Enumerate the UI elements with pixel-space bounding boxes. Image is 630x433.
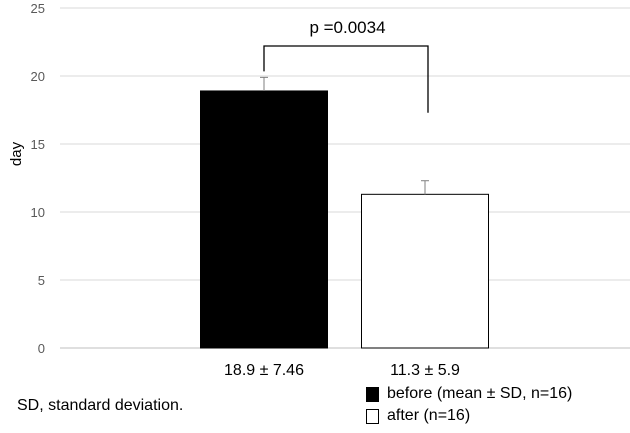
y-tick-label: 15: [31, 137, 45, 152]
significance-bracket: [263, 45, 429, 113]
legend-label-after: after (n=16): [387, 407, 471, 424]
category-label: 18.9 ± 7.46: [224, 362, 304, 379]
y-tick-label: 20: [31, 69, 45, 84]
legend-swatch-before: [366, 386, 379, 402]
legend: before (mean ± SD, n=16) after (n=16): [366, 383, 572, 427]
gridlines: [60, 7, 630, 349]
bars: [200, 90, 489, 349]
error-bars: [260, 76, 429, 195]
bar-after: [361, 193, 489, 349]
legend-item-before: before (mean ± SD, n=16): [366, 383, 572, 405]
y-tick-label: 5: [38, 273, 45, 288]
category-label: 11.3 ± 5.9: [390, 362, 460, 379]
y-tick-label: 10: [31, 205, 45, 220]
legend-swatch-after: [366, 408, 379, 424]
legend-item-after: after (n=16): [366, 405, 572, 427]
y-axis-ticks: 0 5 10 15 20 25: [31, 1, 45, 356]
footnote: SD, standard deviation.: [17, 397, 184, 414]
y-tick-label: 25: [31, 1, 45, 16]
y-tick-label: 0: [38, 341, 45, 356]
p-value-annotation: p =0.0034: [309, 18, 385, 37]
category-labels: 18.9 ± 7.46 11.3 ± 5.9: [224, 362, 460, 379]
y-axis-label: day: [8, 141, 25, 166]
bar-before: [200, 90, 328, 349]
legend-label-before: before (mean ± SD, n=16): [387, 385, 573, 402]
